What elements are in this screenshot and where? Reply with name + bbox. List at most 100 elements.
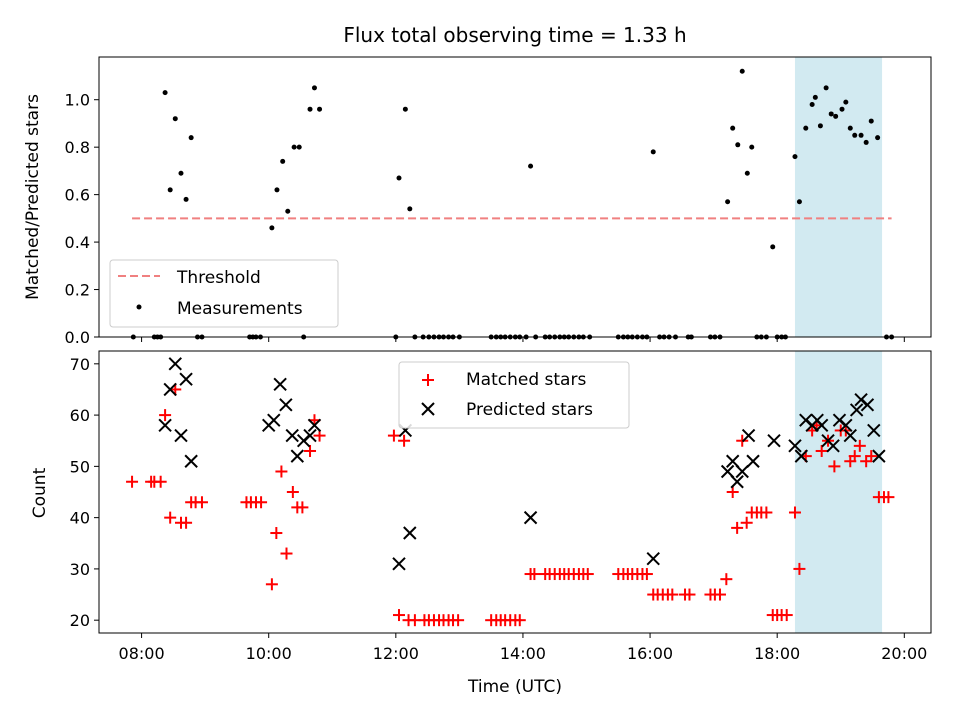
bottom-legend: Matched stars Predicted stars <box>398 361 630 429</box>
matched-point <box>265 578 278 591</box>
predicted-point <box>273 377 287 392</box>
bottom-y-tick-label: 40 <box>70 509 90 528</box>
measurement-point <box>730 125 736 131</box>
top-shaded-region <box>794 57 883 337</box>
matched-point <box>398 434 411 447</box>
measurement-point <box>833 113 839 119</box>
matched-point <box>513 614 526 627</box>
measurement-point <box>852 132 858 138</box>
predicted-point <box>403 526 417 540</box>
legend-matched-swatch <box>422 374 434 386</box>
matched-point <box>180 516 193 529</box>
measurement-point <box>407 206 413 212</box>
predicted-point <box>849 403 864 417</box>
matched-point <box>528 568 541 581</box>
bottom-y-axis-label: Count <box>30 467 50 518</box>
measurement-point <box>863 139 869 145</box>
legend-threshold-label: Threshold <box>176 268 261 288</box>
matched-point <box>848 450 861 463</box>
matched-point <box>159 409 172 422</box>
measurement-point <box>311 85 317 91</box>
measurement-point <box>402 106 408 112</box>
matched-point <box>195 496 208 509</box>
matched-point <box>731 521 744 534</box>
bottom-panel: 20 30 40 50 60 70 08:00 10:00 12:00 14:00 16:00 18… <box>30 350 932 697</box>
predicted-point <box>730 475 744 489</box>
predicted-point <box>788 439 802 453</box>
matched-point <box>815 444 828 457</box>
matched-point <box>286 486 299 498</box>
top-y-axis-label: Matched/Predicted stars <box>23 94 43 300</box>
measurement-point <box>735 142 741 148</box>
predicted-point <box>839 418 853 433</box>
measurement-point <box>162 90 168 96</box>
matched-point <box>581 568 594 581</box>
predicted-point <box>843 428 857 443</box>
predicted-point <box>179 372 193 386</box>
measurement-point <box>817 123 823 129</box>
top-x-ticks <box>141 337 905 342</box>
measurement-point <box>803 125 809 131</box>
bottom-y-axis: 20 30 40 50 60 70 <box>70 355 99 630</box>
measurement-point <box>828 111 834 117</box>
measurement-point <box>291 144 297 150</box>
measurement-point <box>188 135 194 141</box>
x-tick-label: 20:00 <box>881 644 927 663</box>
measurement-point <box>858 132 864 138</box>
x-tick-label: 14:00 <box>500 644 546 663</box>
bottom-y-tick-label: 50 <box>70 457 90 476</box>
measurement-point <box>812 94 818 100</box>
matched-point <box>788 506 801 519</box>
measurement-point <box>307 106 313 112</box>
measurement-point <box>317 106 323 112</box>
bottom-x-axis: 08:00 10:00 12:00 14:00 16:00 18:00 20:00 <box>119 633 927 663</box>
x-tick-label: 10:00 <box>246 644 292 663</box>
predicted-point <box>184 454 198 468</box>
matched-point <box>683 588 696 601</box>
legend-measurements-swatch <box>136 304 142 310</box>
matched-point <box>713 588 726 601</box>
matched-point <box>720 573 733 586</box>
matched-point <box>387 429 400 442</box>
x-axis-label: Time (UTC) <box>467 677 562 697</box>
matched-point <box>853 439 866 452</box>
matched-point <box>164 511 177 524</box>
predicted-point <box>168 357 182 371</box>
predicted-point <box>279 398 293 412</box>
measurement-point <box>809 101 815 107</box>
measurement-point <box>843 99 849 105</box>
measurement-point <box>296 144 302 150</box>
measurement-point <box>269 225 275 231</box>
measurement-point <box>839 106 845 112</box>
bottom-shaded-region <box>794 351 883 633</box>
predicted-point <box>307 418 322 433</box>
legend-predicted-swatch <box>421 402 435 416</box>
top-legend: Threshold Measurements <box>109 259 339 328</box>
measurement-point <box>796 199 802 205</box>
top-y-tick-label: 0.4 <box>65 233 90 252</box>
predicted-point <box>158 418 172 433</box>
matched-point <box>666 588 679 601</box>
measurement-point <box>167 187 173 193</box>
predicted-point <box>767 434 781 448</box>
matched-point <box>640 568 653 581</box>
top-y-axis: 0.0 0.2 0.4 0.6 0.8 1.0 <box>65 91 99 347</box>
matched-point <box>255 496 268 509</box>
predicted-point <box>872 449 886 463</box>
bottom-y-tick-label: 30 <box>70 560 90 579</box>
measurement-point <box>770 244 776 250</box>
predicted-point <box>163 382 177 397</box>
predicted-point <box>860 398 875 412</box>
matched-point <box>275 465 288 478</box>
predicted-point <box>174 428 188 443</box>
bottom-marks <box>126 357 895 627</box>
matched-point <box>860 455 873 468</box>
measurement-point <box>823 85 829 91</box>
predicted-point <box>794 449 809 463</box>
measurement-point <box>875 135 881 141</box>
matched-point <box>740 516 753 529</box>
predicted-point <box>646 551 660 566</box>
bottom-y-tick-label: 20 <box>70 611 90 630</box>
predicted-point <box>746 454 760 468</box>
predicted-point <box>735 464 749 479</box>
